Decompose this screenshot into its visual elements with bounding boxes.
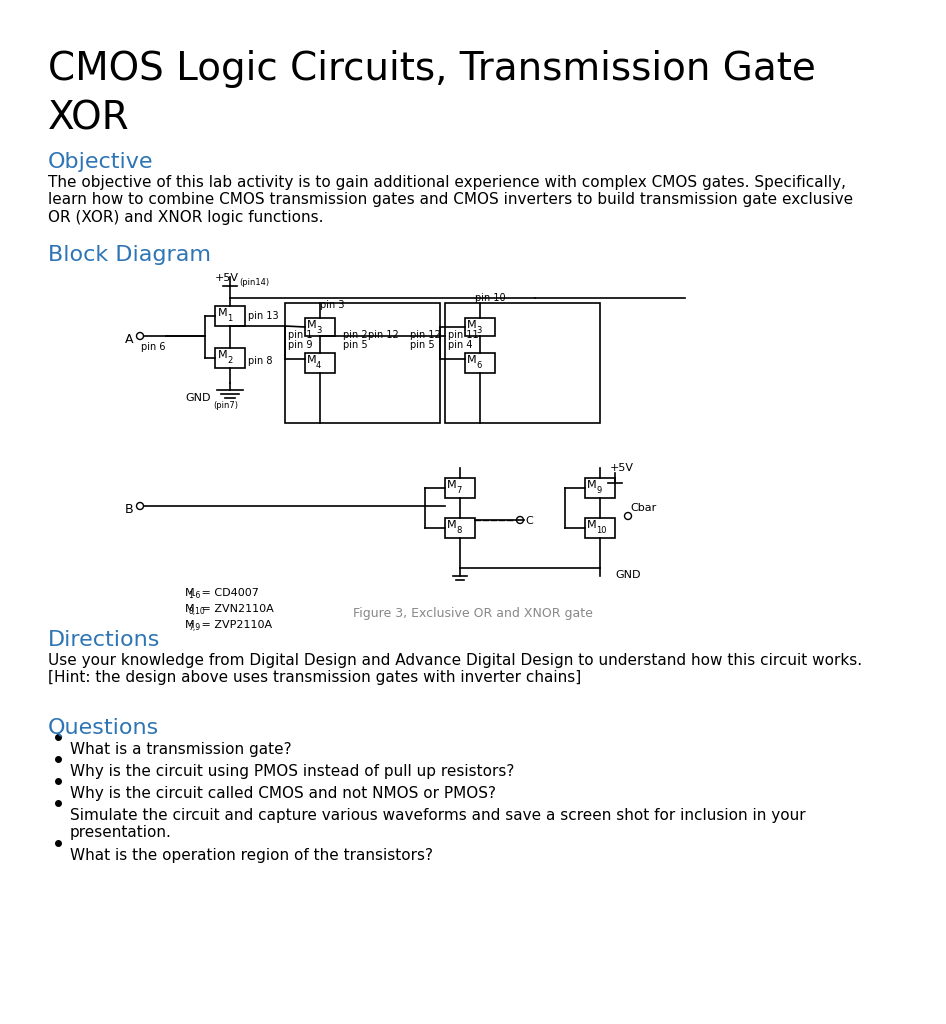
Bar: [585, 518, 615, 538]
Text: = ZVP2110A: = ZVP2110A: [198, 620, 272, 630]
Text: pin 8: pin 8: [248, 356, 272, 366]
Text: What is the operation region of the transistors?: What is the operation region of the tran…: [70, 848, 433, 863]
Bar: [585, 478, 615, 498]
Text: A: A: [125, 333, 133, 346]
Text: Simulate the circuit and capture various waveforms and save a screen shot for in: Simulate the circuit and capture various…: [70, 808, 806, 841]
Text: M: M: [467, 319, 477, 330]
Text: M: M: [185, 604, 195, 614]
Text: M: M: [218, 308, 228, 318]
Text: Why is the circuit using PMOS instead of pull up resistors?: Why is the circuit using PMOS instead of…: [70, 764, 515, 779]
Text: pin 9: pin 9: [288, 340, 312, 350]
Text: pin 1: pin 1: [288, 330, 312, 340]
Text: (pin7): (pin7): [213, 401, 238, 410]
Text: Why is the circuit called CMOS and not NMOS or PMOS?: Why is the circuit called CMOS and not N…: [70, 786, 496, 801]
Text: M: M: [447, 480, 457, 490]
Text: 10: 10: [596, 526, 606, 535]
Bar: [445, 303, 600, 423]
Text: 1: 1: [227, 314, 233, 323]
Bar: [215, 306, 245, 326]
Text: (pin14): (pin14): [239, 278, 269, 287]
Text: pin 6: pin 6: [141, 342, 166, 352]
Text: M: M: [307, 355, 317, 365]
Text: pin 3: pin 3: [320, 300, 344, 310]
Text: pin 12: pin 12: [368, 330, 399, 340]
Text: 3: 3: [476, 326, 482, 335]
Text: Use your knowledge from Digital Design and Advance Digital Design to understand : Use your knowledge from Digital Design a…: [48, 653, 862, 685]
Bar: [215, 348, 245, 368]
Text: 4: 4: [316, 361, 322, 370]
Text: GND: GND: [185, 393, 211, 403]
Text: 6: 6: [476, 361, 482, 370]
Text: pin 2: pin 2: [343, 330, 368, 340]
Bar: [465, 353, 495, 373]
Bar: [285, 303, 440, 423]
Text: +5V: +5V: [215, 273, 239, 283]
Text: Cbar: Cbar: [630, 503, 657, 513]
Text: M: M: [218, 350, 228, 360]
Text: M: M: [185, 620, 195, 630]
Text: 1-6: 1-6: [188, 591, 201, 600]
Text: pin 12: pin 12: [410, 330, 441, 340]
Text: pin 10: pin 10: [475, 293, 505, 303]
Text: XOR: XOR: [48, 100, 130, 138]
Text: Objective: Objective: [48, 152, 153, 172]
Text: M: M: [307, 319, 317, 330]
Text: 7: 7: [456, 486, 462, 495]
Text: B: B: [125, 503, 133, 516]
Bar: [305, 353, 335, 373]
Text: M: M: [467, 355, 477, 365]
Text: Block Diagram: Block Diagram: [48, 245, 211, 265]
Text: Figure 3, Exclusive OR and XNOR gate: Figure 3, Exclusive OR and XNOR gate: [353, 607, 593, 620]
Text: 9: 9: [596, 486, 602, 495]
Text: M: M: [185, 588, 195, 598]
Text: M: M: [587, 520, 597, 530]
Text: = CD4007: = CD4007: [198, 588, 259, 598]
Text: GND: GND: [615, 570, 640, 580]
Text: 7,9: 7,9: [188, 623, 201, 632]
Bar: [305, 318, 335, 336]
Text: M: M: [587, 480, 597, 490]
Text: 3: 3: [316, 326, 322, 335]
Text: M: M: [447, 520, 457, 530]
Bar: [445, 478, 475, 498]
Text: C: C: [525, 516, 533, 526]
Bar: [445, 518, 475, 538]
Text: Questions: Questions: [48, 718, 159, 738]
Text: pin 11: pin 11: [448, 330, 479, 340]
Bar: [465, 318, 495, 336]
Text: 8,10: 8,10: [188, 607, 204, 616]
Text: 8: 8: [456, 526, 462, 535]
Text: Directions: Directions: [48, 630, 161, 650]
Text: pin 4: pin 4: [448, 340, 472, 350]
Text: CMOS Logic Circuits, Transmission Gate: CMOS Logic Circuits, Transmission Gate: [48, 50, 815, 88]
Text: pin 5: pin 5: [343, 340, 368, 350]
Text: pin 13: pin 13: [248, 311, 279, 321]
Text: 2: 2: [227, 356, 233, 365]
Text: The objective of this lab activity is to gain additional experience with complex: The objective of this lab activity is to…: [48, 175, 853, 225]
Text: +5V: +5V: [610, 463, 634, 473]
Text: What is a transmission gate?: What is a transmission gate?: [70, 742, 291, 757]
Text: pin 5: pin 5: [410, 340, 434, 350]
Text: = ZVN2110A: = ZVN2110A: [198, 604, 273, 614]
